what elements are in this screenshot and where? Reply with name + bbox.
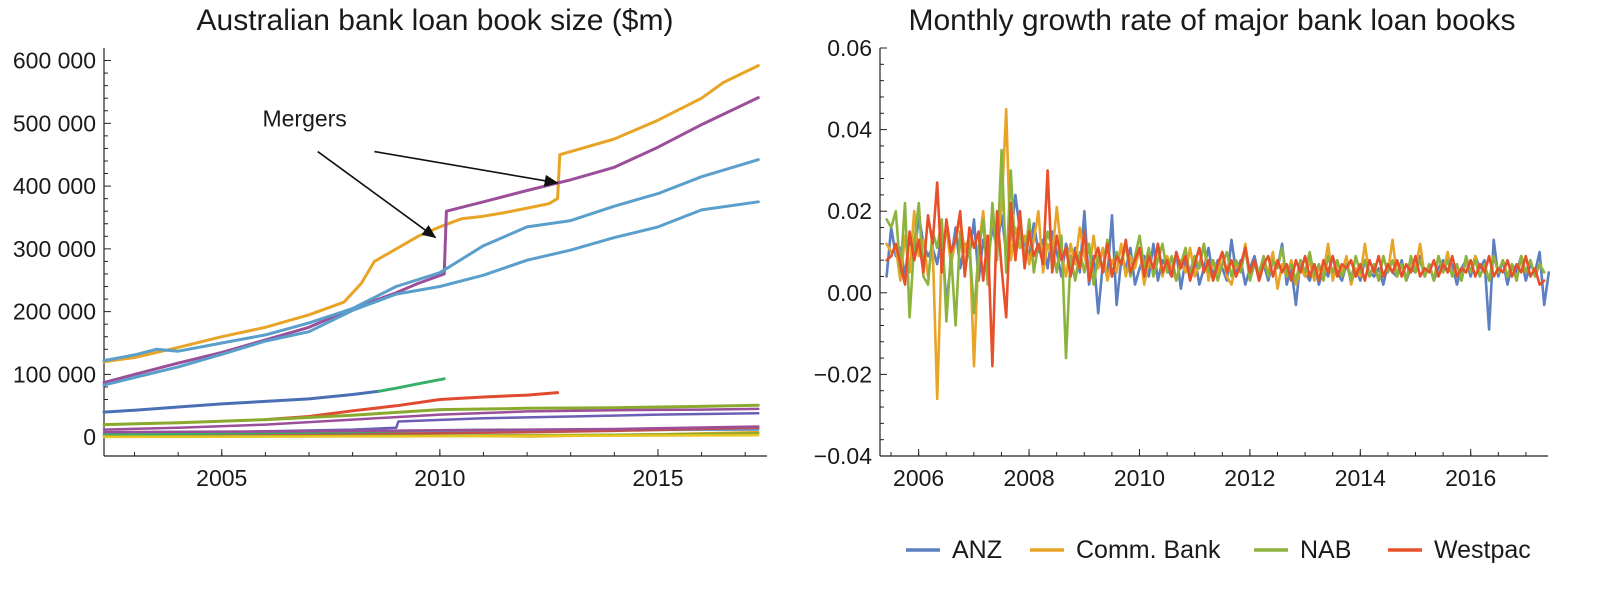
series-line-westpac (885, 169, 1546, 368)
annotation-mergers: Mergers (262, 105, 346, 131)
annotation-arrow (317, 150, 437, 239)
series-line-regional-e (102, 407, 760, 431)
y-tick-label: 600 000 (13, 48, 96, 74)
y-tick-label: −0.04 (814, 443, 872, 469)
x-tick-label: 2015 (632, 465, 683, 491)
y-tick-label: 0.06 (827, 35, 872, 61)
series-line-purple-bank (102, 96, 760, 385)
y-tick-label: 0.00 (827, 280, 872, 306)
series-line-blue-bank-b (102, 200, 760, 387)
x-tick-label: 2016 (1445, 465, 1496, 491)
series-line-orange-bank (102, 64, 760, 364)
legend-label: Westpac (1434, 536, 1531, 564)
legend-label: NAB (1300, 536, 1351, 564)
annotation-arrow (374, 150, 559, 187)
x-tick-label: 2010 (414, 465, 465, 491)
legend-label: ANZ (952, 536, 1002, 564)
y-tick-label: 0.04 (827, 117, 872, 143)
y-tick-label: 500 000 (13, 110, 96, 136)
y-tick-label: 0 (83, 424, 96, 450)
x-tick-label: 2006 (893, 465, 944, 491)
y-tick-label: −0.02 (814, 361, 872, 387)
series-line-regional-d (102, 403, 760, 427)
x-tick-label: 2014 (1335, 465, 1386, 491)
chart-title: Australian bank loan book size ($m) (197, 4, 674, 37)
series-line-blue-bank-a (102, 158, 760, 363)
x-tick-label: 2008 (1003, 465, 1054, 491)
x-tick-label: 2010 (1114, 465, 1165, 491)
y-tick-label: 100 000 (13, 361, 96, 387)
right-chart: Monthly growth rate of major bank loan b… (814, 4, 1551, 564)
y-tick-label: 300 000 (13, 236, 96, 262)
chart-title: Monthly growth rate of major bank loan b… (909, 4, 1516, 37)
series-line-small-f (102, 425, 760, 434)
x-tick-label: 2005 (196, 465, 247, 491)
legend-label: Comm. Bank (1076, 536, 1221, 564)
y-tick-label: 0.02 (827, 198, 872, 224)
x-tick-label: 2012 (1224, 465, 1275, 491)
y-tick-label: 400 000 (13, 173, 96, 199)
series-line-regional-a (102, 389, 381, 414)
y-tick-label: 200 000 (13, 299, 96, 325)
series-line-small-g (102, 434, 760, 439)
left-chart: Australian bank loan book size ($m) 0 100 … (13, 4, 767, 491)
series-line-regional-b (377, 377, 446, 393)
